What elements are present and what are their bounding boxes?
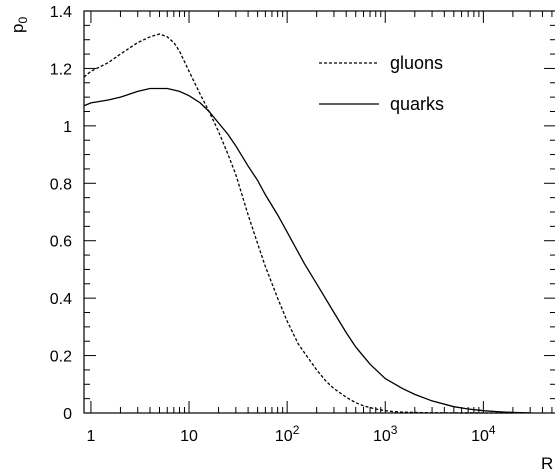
x-axis-label: R (541, 454, 553, 473)
series-line-quarks (83, 87, 531, 414)
y-tick-label: 0.2 (50, 349, 72, 366)
x-tick-label: 104 (471, 423, 496, 445)
x-tick-label: 103 (373, 423, 398, 445)
x-tick-label: 10 (180, 428, 198, 445)
y-tick-label: 0.4 (50, 291, 72, 308)
y-tick-label: 0.8 (50, 176, 72, 193)
legend-label-gluons: gluons (390, 53, 443, 73)
y-axis-label: p0 (8, 17, 30, 33)
y-tick-label: 0 (63, 406, 72, 423)
y-tick-label: 1.4 (50, 4, 72, 21)
y-tick-label: 1 (63, 119, 72, 136)
series-line-gluons (83, 33, 513, 414)
legend-label-quarks: quarks (390, 94, 444, 114)
y-tick-label: 1.2 (50, 61, 72, 78)
y-tick-label: 0.6 (50, 234, 72, 251)
x-tick-label: 1 (86, 428, 95, 445)
x-tick-label: 102 (275, 423, 300, 445)
plot-frame (83, 10, 555, 414)
